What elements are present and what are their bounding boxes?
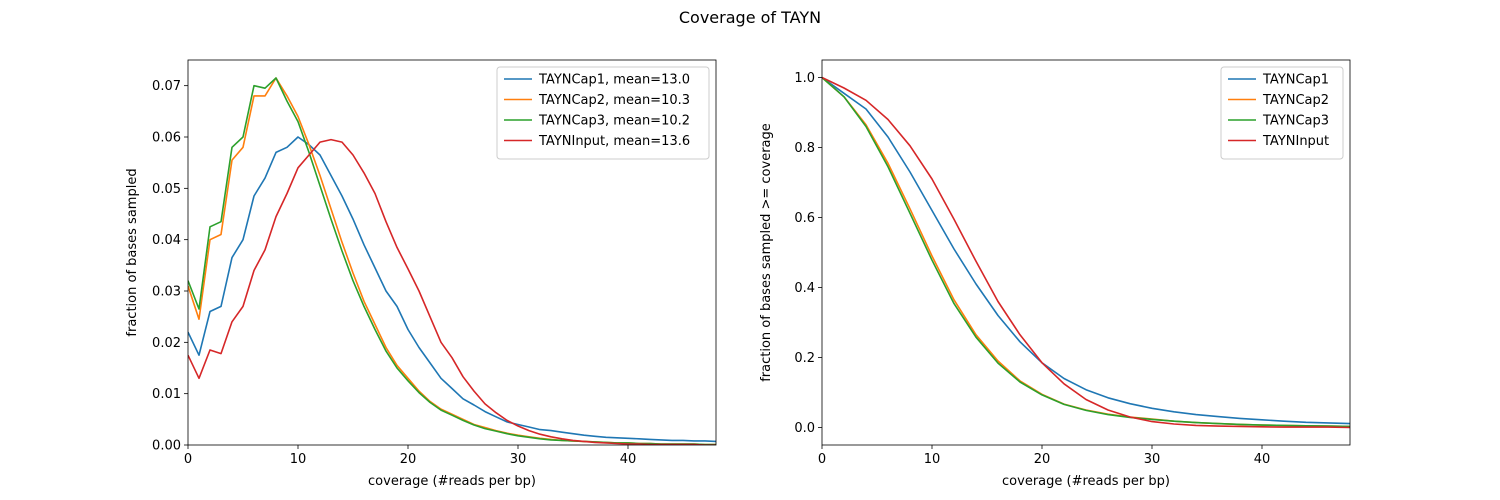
y-tick-label: 0.4 <box>794 281 815 296</box>
series-line-1 <box>822 76 1350 425</box>
x-tick-label: 10 <box>290 452 307 467</box>
legend-box <box>1220 66 1344 160</box>
legend-label: TAYNCap2 <box>1262 93 1329 108</box>
legend: TAYNCap1 TAYNCap2 TAYNCap3 TAYNInput <box>1220 66 1344 160</box>
y-tick-label: 0.04 <box>152 233 181 248</box>
x-tick-label: 30 <box>510 452 527 467</box>
y-axis-label: fraction of bases sampled <box>125 168 140 336</box>
x-tick-label: 30 <box>1144 452 1161 467</box>
series-line-4 <box>188 138 716 445</box>
x-tick-label: 0 <box>818 452 826 467</box>
y-tick-label: 0.8 <box>794 141 815 156</box>
y-tick-label: 0.6 <box>794 211 815 226</box>
legend: TAYNCap1, mean=13.0 TAYNCap2, mean=10.3 TA… <box>496 66 710 160</box>
legend-label: TAYNCap3 <box>1262 114 1329 129</box>
x-tick-label: 10 <box>924 452 941 467</box>
series-line-4 <box>822 76 1350 429</box>
y-tick-label: 0.03 <box>152 285 181 300</box>
y-tick-label: 0.06 <box>152 131 181 146</box>
figure-title: Coverage of TAYN <box>679 8 821 27</box>
x-tick-label: 40 <box>1254 452 1271 467</box>
legend-label: TAYNCap1, mean=13.0 <box>538 73 690 88</box>
plot-area-frame <box>187 59 717 446</box>
legend-label: TAYNCap2, mean=10.3 <box>538 93 690 108</box>
y-tick-label: 0.05 <box>152 182 181 197</box>
x-tick-label: 20 <box>1034 452 1051 467</box>
x-axis-label: coverage (#reads per bp) <box>1002 474 1170 489</box>
series-line-3 <box>822 76 1350 428</box>
legend-label: TAYNInput <box>1262 134 1329 149</box>
y-axis-label: fraction of bases sampled >= coverage <box>759 123 774 382</box>
x-tick-label: 40 <box>620 452 637 467</box>
x-tick-label: 20 <box>400 452 417 467</box>
plot-area-frame <box>821 59 1351 446</box>
legend-box <box>496 66 710 160</box>
y-tick-label: 0.2 <box>794 351 815 366</box>
series-line-3 <box>188 77 716 445</box>
y-tick-label: 1.0 <box>794 71 815 86</box>
y-tick-label: 0.0 <box>794 421 815 436</box>
legend-label: TAYNInput, mean=13.6 <box>538 134 690 149</box>
chart-panel-2: 0 10 20 30 40 0.0 0.2 0.4 0.6 0.8 1.0 coverage (#re… <box>759 59 1351 489</box>
legend-label: TAYNCap1 <box>1262 73 1329 88</box>
y-tick-label: 0.07 <box>152 79 181 94</box>
x-axis-label: coverage (#reads per bp) <box>368 474 536 489</box>
y-tick-label: 0.01 <box>152 387 181 402</box>
chart-panel-1: 0 10 20 30 40 0.00 0.01 0.02 0.03 0.04 0.05 0.06 0.0… <box>125 59 717 489</box>
y-tick-label: 0.00 <box>152 439 181 454</box>
y-tick-label: 0.02 <box>152 336 181 351</box>
x-tick-label: 0 <box>184 452 192 467</box>
series-line-1 <box>188 136 716 443</box>
legend-label: TAYNCap3, mean=10.2 <box>538 114 690 129</box>
